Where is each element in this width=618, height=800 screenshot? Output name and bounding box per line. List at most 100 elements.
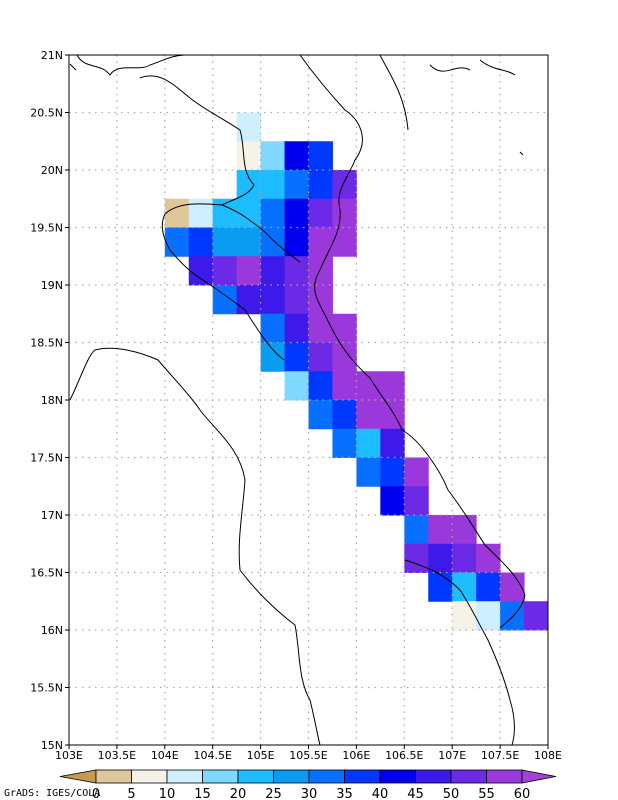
data-cell bbox=[284, 141, 309, 171]
data-cell bbox=[404, 457, 429, 487]
data-cell bbox=[236, 198, 262, 228]
data-cell bbox=[284, 313, 309, 343]
data-cell bbox=[260, 141, 286, 171]
data-cell bbox=[380, 428, 405, 458]
colorbar-swatch bbox=[379, 769, 416, 784]
data-cell bbox=[164, 227, 190, 257]
colorbar-label: 30 bbox=[301, 787, 318, 800]
data-cell bbox=[428, 572, 453, 602]
colorbar-swatch bbox=[344, 769, 381, 784]
data-cell bbox=[332, 400, 357, 430]
data-cell bbox=[284, 198, 309, 228]
data-cell bbox=[332, 371, 357, 401]
data-cell bbox=[404, 543, 429, 573]
lat-label: 15N bbox=[41, 739, 63, 752]
data-cell bbox=[308, 227, 333, 257]
colorbar-label: 60 bbox=[514, 787, 531, 800]
lon-label: 107E bbox=[438, 749, 466, 762]
lat-label: 19N bbox=[41, 279, 63, 292]
colorbar-swatch bbox=[95, 769, 132, 784]
colorbar-label: 15 bbox=[194, 787, 211, 800]
colorbar-label: 5 bbox=[127, 787, 135, 800]
latitude-labels: 15N 15.5N 16N 16.5N 17N 17.5N 18N 18.5N 19N 19.5N… bbox=[30, 49, 63, 752]
colorbar-swatch bbox=[273, 769, 310, 784]
data-cell bbox=[308, 313, 333, 343]
gridlines bbox=[65, 54, 549, 749]
data-cell bbox=[236, 227, 262, 257]
colorbar-low-arrow bbox=[59, 769, 97, 784]
data-cell bbox=[356, 457, 381, 487]
data-cell bbox=[380, 457, 405, 487]
data-cell bbox=[260, 198, 286, 228]
lat-label: 19.5N bbox=[30, 222, 63, 235]
colorbar-swatch bbox=[486, 769, 523, 784]
lat-label: 20N bbox=[41, 164, 63, 177]
lon-label: 104.5E bbox=[193, 749, 231, 762]
data-cell bbox=[452, 515, 477, 545]
data-cell bbox=[428, 515, 453, 545]
data-cell bbox=[236, 285, 262, 315]
data-cell bbox=[308, 256, 333, 286]
data-cell bbox=[236, 256, 262, 286]
lon-label: 103.5E bbox=[98, 749, 136, 762]
data-cell bbox=[284, 371, 309, 401]
data-cell bbox=[284, 256, 309, 286]
data-cell bbox=[428, 543, 453, 573]
colorbar-label: 35 bbox=[336, 787, 353, 800]
longitude-labels: 103E 103.5E 104E 104.5E 105E 105.5E 106E 106.5E… bbox=[55, 749, 562, 762]
colorbar-labels: 0 5 10 15 20 25 30 35 40 45 50 55 60 bbox=[92, 787, 530, 800]
lon-label: 107.5E bbox=[481, 749, 519, 762]
data-cell bbox=[332, 342, 357, 372]
data-cell bbox=[452, 601, 477, 631]
colorbar-swatch bbox=[237, 769, 274, 784]
lat-label: 16.5N bbox=[30, 567, 63, 580]
data-cell bbox=[308, 342, 333, 372]
data-cell bbox=[212, 227, 238, 257]
colorbar-swatch bbox=[450, 769, 487, 784]
colorbar-label: 10 bbox=[159, 787, 176, 800]
colorbar-swatch bbox=[166, 769, 203, 784]
data-cell bbox=[476, 601, 501, 631]
colorbar bbox=[59, 769, 557, 784]
data-cell bbox=[236, 170, 262, 200]
data-cell bbox=[308, 371, 333, 401]
data-cell bbox=[332, 170, 357, 200]
data-cell bbox=[524, 601, 549, 631]
data-cell bbox=[284, 342, 309, 372]
lon-label: 105.5E bbox=[289, 749, 327, 762]
data-cell bbox=[308, 400, 333, 430]
data-cells bbox=[164, 112, 549, 631]
lon-label: 106E bbox=[342, 749, 370, 762]
data-cell bbox=[380, 400, 405, 430]
lon-label: 108E bbox=[534, 749, 562, 762]
data-cell bbox=[236, 112, 262, 142]
colorbar-swatch bbox=[415, 769, 452, 784]
data-cell bbox=[188, 198, 214, 228]
lon-label: 104E bbox=[151, 749, 179, 762]
data-cell bbox=[188, 227, 214, 257]
data-cell bbox=[332, 428, 357, 458]
lat-label: 17N bbox=[41, 509, 63, 522]
data-cell bbox=[500, 572, 525, 602]
data-cell bbox=[308, 170, 333, 200]
lon-label: 103E bbox=[55, 749, 83, 762]
data-cell bbox=[260, 256, 286, 286]
colorbar-swatch bbox=[202, 769, 239, 784]
data-cell bbox=[452, 543, 477, 573]
colorbar-label: 40 bbox=[372, 787, 389, 800]
lat-label: 21N bbox=[41, 49, 63, 62]
lat-label: 20.5N bbox=[30, 107, 63, 120]
data-cell bbox=[188, 256, 214, 286]
data-cell bbox=[164, 198, 190, 228]
data-cell bbox=[332, 227, 357, 257]
data-cell bbox=[332, 313, 357, 343]
grads-credit: GrADS: IGES/COLA bbox=[4, 788, 100, 799]
data-cell bbox=[308, 285, 333, 315]
data-cell bbox=[404, 486, 429, 516]
lat-label: 15.5N bbox=[30, 682, 63, 695]
data-cell bbox=[236, 141, 262, 171]
data-cell bbox=[332, 198, 357, 228]
colorbar-label: 55 bbox=[478, 787, 495, 800]
data-cell bbox=[260, 285, 286, 315]
data-cell bbox=[308, 141, 333, 171]
